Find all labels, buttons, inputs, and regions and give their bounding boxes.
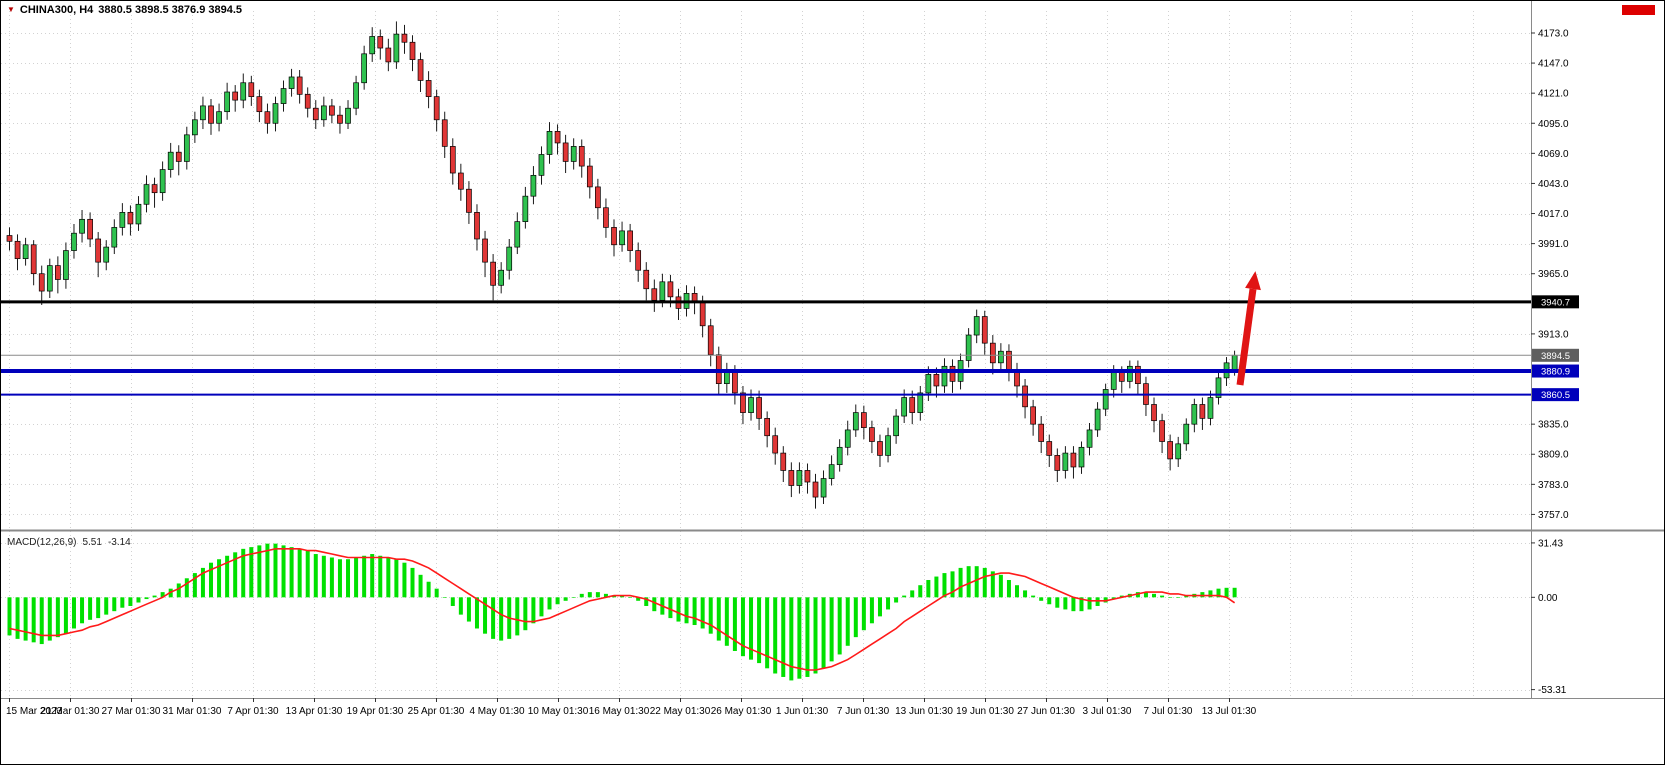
svg-text:7 Jul 01:30: 7 Jul 01:30: [1144, 706, 1193, 717]
svg-text:3991.0: 3991.0: [1538, 239, 1569, 250]
svg-text:4 May 01:30: 4 May 01:30: [469, 706, 524, 717]
price-tag-3880.9: [1532, 364, 1579, 378]
svg-text:26 May 01:30: 26 May 01:30: [711, 706, 772, 717]
svg-text:13 Jul 01:30: 13 Jul 01:30: [1202, 706, 1257, 717]
svg-text:3894.5: 3894.5: [1541, 351, 1570, 362]
macd-main-value: 5.51: [82, 537, 102, 548]
symbol-icon: ▼: [7, 5, 15, 14]
top-right-red-marker: [1622, 5, 1655, 15]
svg-text:10 May 01:30: 10 May 01:30: [528, 706, 589, 717]
svg-text:19 Apr 01:30: 19 Apr 01:30: [347, 706, 404, 717]
svg-text:1 Jun 01:30: 1 Jun 01:30: [776, 706, 829, 717]
price-tag-3940.7: [1532, 295, 1579, 309]
svg-text:-53.31: -53.31: [1538, 685, 1567, 696]
symbol-ohlc-values: 3880.5 3898.5 3876.9 3894.5: [98, 4, 243, 16]
price-tag-3860.5: [1532, 388, 1579, 402]
svg-text:3757.0: 3757.0: [1538, 510, 1569, 521]
svg-text:31.43: 31.43: [1538, 538, 1563, 549]
svg-text:3 Jul 01:30: 3 Jul 01:30: [1083, 706, 1132, 717]
macd-axis: 31.43 0.00 -53.31: [1531, 538, 1567, 696]
annotation-arrow: [1236, 271, 1261, 386]
svg-text:3835.0: 3835.0: [1538, 420, 1569, 431]
svg-text:4017.0: 4017.0: [1538, 209, 1569, 220]
frame-layer: [1, 1, 1664, 699]
svg-text:25 Apr 01:30: 25 Apr 01:30: [408, 706, 465, 717]
svg-text:4121.0: 4121.0: [1538, 89, 1569, 100]
svg-text:3809.0: 3809.0: [1538, 450, 1569, 461]
svg-text:3965.0: 3965.0: [1538, 269, 1569, 280]
svg-text:3783.0: 3783.0: [1538, 480, 1569, 491]
svg-text:13 Jun 01:30: 13 Jun 01:30: [895, 706, 953, 717]
svg-text:27 Jun 01:30: 27 Jun 01:30: [1017, 706, 1075, 717]
levels-layer[interactable]: [1, 300, 1531, 396]
svg-text:4173.0: 4173.0: [1538, 28, 1569, 39]
svg-text:4095.0: 4095.0: [1538, 119, 1569, 130]
svg-text:31 Mar 01:30: 31 Mar 01:30: [163, 706, 222, 717]
svg-text:0.00: 0.00: [1538, 593, 1558, 604]
svg-text:16 May 01:30: 16 May 01:30: [589, 706, 650, 717]
svg-text:3880.9: 3880.9: [1541, 367, 1570, 378]
svg-text:3913.0: 3913.0: [1538, 329, 1569, 340]
macd-name: MACD(12,26,9): [7, 537, 77, 548]
svg-text:22 May 01:30: 22 May 01:30: [650, 706, 711, 717]
svg-text:7 Apr 01:30: 7 Apr 01:30: [227, 706, 279, 717]
svg-text:13 Apr 01:30: 13 Apr 01:30: [286, 706, 343, 717]
price-axis[interactable]: 4173.0 4147.0 4121.0 4095.0 4069.0 4043.0 4017…: [1531, 28, 1579, 521]
svg-text:4147.0: 4147.0: [1538, 59, 1569, 70]
macd-signal-value: -3.14: [107, 537, 131, 548]
macd-indicator-label: MACD(12,26,9) 5.51 -3.14: [7, 537, 131, 548]
svg-text:3860.5: 3860.5: [1541, 390, 1570, 401]
symbol-name: CHINA300, H4: [19, 4, 94, 16]
grid-layer: [1, 11, 1531, 698]
price-tag-3894.5: [1532, 348, 1579, 362]
svg-text:4069.0: 4069.0: [1538, 149, 1569, 160]
svg-text:3940.7: 3940.7: [1541, 297, 1570, 308]
svg-text:27 Mar 01:30: 27 Mar 01:30: [102, 706, 161, 717]
macd-layer: [7, 543, 1237, 681]
svg-text:21 Mar 01:30: 21 Mar 01:30: [41, 706, 100, 717]
svg-text:19 Jun 01:30: 19 Jun 01:30: [956, 706, 1014, 717]
symbol-info: ▼ CHINA300, H4 3880.5 3898.5 3876.9 3894…: [7, 4, 242, 16]
svg-text:7 Jun 01:30: 7 Jun 01:30: [837, 706, 890, 717]
svg-text:15 Mar 2023: 15 Mar 2023: [6, 706, 63, 717]
candles-layer: [6, 21, 1238, 509]
svg-text:4043.0: 4043.0: [1538, 179, 1569, 190]
macd-signal-line: [9, 547, 1236, 671]
